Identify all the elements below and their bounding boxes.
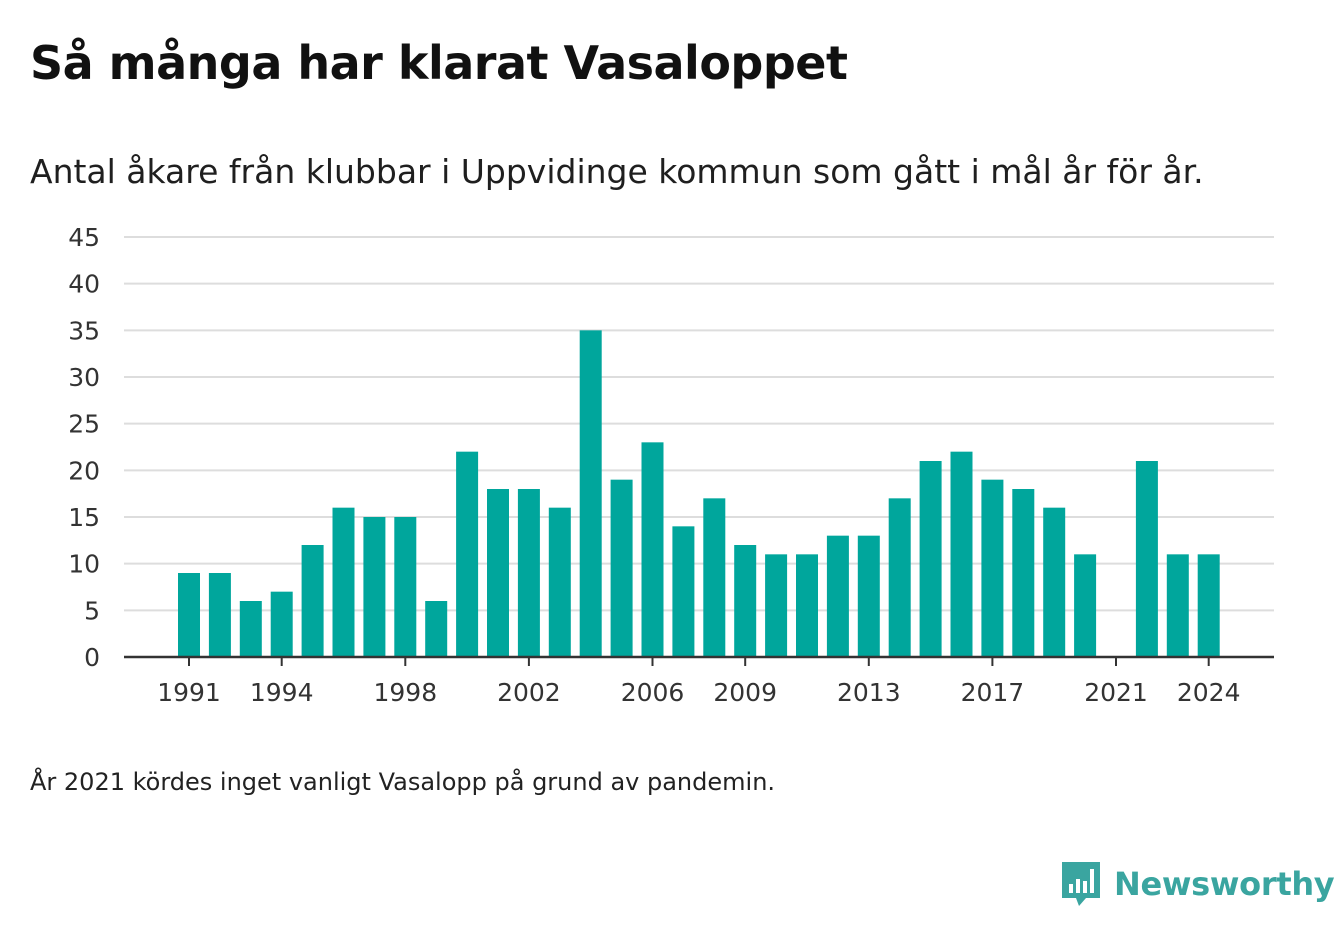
bar [456,451,479,657]
bar [888,498,911,657]
chart-subtitle: Antal åkare från klubbar i Uppvidinge ko… [30,152,1204,191]
bar [826,535,849,657]
x-tick-label: 2021 [1084,678,1148,707]
bar [641,442,664,657]
y-tick-label: 45 [68,223,100,252]
bar [517,489,540,657]
y-tick-label: 40 [68,270,100,299]
chart-title: Så många har klarat Vasaloppet [30,36,848,90]
x-tick-label: 1991 [157,678,221,707]
x-tick-label: 2002 [497,678,561,707]
x-tick-label: 2013 [837,678,901,707]
y-tick-label: 10 [68,550,100,579]
bar [579,330,602,657]
y-tick-label: 25 [68,410,100,439]
bar [548,507,571,657]
bar [796,554,818,657]
bar [208,573,231,657]
bar [610,479,633,657]
bar [394,517,417,657]
bar [1012,489,1035,657]
bar [1074,554,1097,657]
bar [950,451,973,657]
bar [270,591,293,657]
x-tick-label: 2009 [713,678,777,707]
y-tick-label: 20 [68,456,100,485]
bar [1135,461,1158,657]
bar [301,545,324,657]
x-tick-label: 2024 [1177,678,1241,707]
y-tick-label: 30 [68,363,100,392]
bar-chart: 0 5 10 15 20 25 30 35 40 45 1991 1994 1998 2002 2006 20… [68,223,1274,707]
footnote: År 2021 kördes inget vanligt Vasalopp på… [30,768,776,796]
bar [734,545,757,657]
x-tick-label: 1994 [250,678,314,707]
bar [1197,554,1220,657]
bar [425,601,448,657]
bar [672,526,695,657]
bar [363,517,386,657]
bar [981,479,1004,657]
brand-logo: Newsworthy [1060,860,1335,908]
bar [857,535,880,657]
x-tick-label: 2006 [621,678,685,707]
bar [765,554,788,657]
y-tick-label: 35 [68,316,100,345]
bar [703,498,726,657]
x-tick-label: 2017 [961,678,1025,707]
y-tick-label: 15 [68,503,100,532]
bar [1043,507,1066,657]
brand-name: Newsworthy [1114,865,1335,903]
y-tick-label: 5 [84,596,100,625]
bar [919,461,942,657]
bar [332,507,355,657]
newsworthy-logo-icon [1062,862,1100,906]
x-tick-label: 1998 [373,678,437,707]
bar [487,489,509,657]
bar [178,573,200,657]
bar [239,601,262,657]
bar [1166,554,1189,657]
y-tick-label: 0 [84,643,100,672]
